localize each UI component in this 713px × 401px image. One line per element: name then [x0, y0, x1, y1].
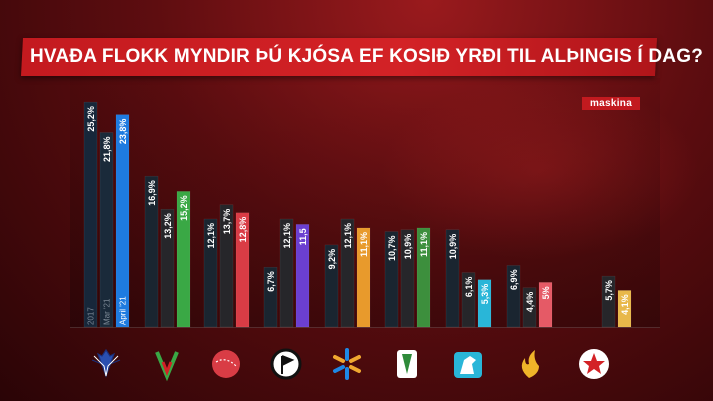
data-label-6-1: 6,1%	[464, 277, 474, 298]
bar-2-1	[219, 204, 234, 328]
v-icon	[149, 346, 185, 382]
period-label-1: Mar '21	[103, 298, 112, 325]
bar-7-0	[506, 265, 521, 328]
bar-1-2	[176, 191, 191, 328]
bar-3-0	[263, 266, 278, 328]
brand-logo: maskina	[582, 97, 640, 110]
data-label-4-1: 12,1%	[343, 223, 353, 249]
bar-6-0	[445, 229, 460, 328]
data-label-6-0: 10,9%	[448, 234, 458, 260]
bar-3-1	[279, 218, 294, 328]
bar-0-1	[99, 132, 114, 328]
data-label-6-2: 5,3%	[480, 284, 490, 305]
bar-4-2	[356, 227, 371, 328]
data-label-5-1: 10,9%	[403, 234, 413, 260]
snowflake-icon	[329, 346, 365, 382]
leaf-icon	[389, 346, 425, 382]
data-label-4-2: 11,1%	[359, 232, 369, 257]
data-label-1-1: 13,2%	[163, 213, 173, 239]
data-label-1-0: 16,9%	[147, 180, 157, 206]
bar-8-2	[617, 290, 632, 328]
bar-7-2	[538, 282, 553, 328]
data-label-4-0: 9,2%	[327, 249, 337, 270]
data-label-7-0: 6,9%	[509, 269, 519, 290]
bar-6-2	[477, 279, 492, 328]
period-label-0: 2017	[87, 307, 96, 325]
bar-2-2	[235, 212, 250, 328]
data-label-2-1: 13,7%	[222, 209, 232, 235]
bar-4-1	[340, 218, 355, 328]
data-label-2-0: 12,1%	[206, 223, 216, 249]
bar-0-0	[83, 101, 98, 328]
data-label-8-2: 4,1%	[620, 294, 630, 315]
data-label-3-0: 6,7%	[266, 271, 276, 292]
data-label-5-0: 10,7%	[387, 236, 397, 262]
data-label-7-1: 4,4%	[525, 292, 535, 313]
falcon-icon	[88, 346, 124, 382]
data-label-7-2: 5%	[541, 286, 551, 299]
background-glow	[380, 80, 700, 260]
party-icons-row	[0, 340, 713, 390]
data-label-0-2: 23,8%	[118, 119, 128, 145]
data-label-2-2: 12,8%	[238, 217, 248, 243]
bar-5-0	[384, 231, 399, 328]
bar-1-0	[144, 175, 159, 328]
bar-5-1	[400, 229, 415, 328]
chart-title: HVAÐA FLOKK MYNDIR ÞÚ KJÓSA EF KOSIÐ YRÐ…	[30, 46, 704, 67]
data-label-0-1: 21,8%	[102, 136, 112, 162]
data-label-8-1: 5,7%	[604, 280, 614, 301]
data-label-5-2: 11,1%	[419, 232, 429, 257]
period-label-2: April '21	[119, 296, 128, 325]
bar-3-2	[295, 224, 310, 328]
bar-6-1	[461, 272, 476, 328]
bar-2-0	[203, 218, 218, 328]
bar-4-0	[324, 244, 339, 328]
rose-icon	[208, 346, 244, 382]
flame-icon	[511, 346, 547, 382]
data-label-3-2: 11,5	[298, 228, 308, 245]
bar-7-1	[522, 287, 537, 328]
horse-icon	[450, 346, 486, 382]
bar-5-2	[416, 227, 431, 328]
pirate-flag-icon	[268, 346, 304, 382]
data-label-3-1: 12,1%	[282, 223, 292, 249]
bar-1-1	[160, 208, 175, 328]
bar-0-2	[115, 114, 130, 328]
star-icon	[576, 346, 612, 382]
bar-8-1	[601, 275, 616, 328]
data-label-1-2: 15,2%	[179, 195, 189, 221]
data-label-0-0: 25,2%	[86, 106, 96, 132]
